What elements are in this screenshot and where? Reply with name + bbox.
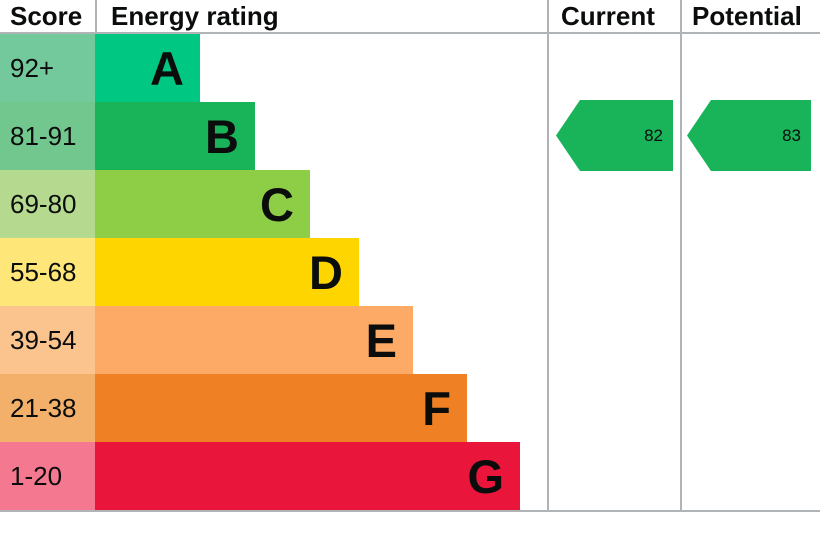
header-score: Score bbox=[10, 0, 83, 31]
potential-rating-arrow: 83 bbox=[687, 100, 811, 171]
current-column-divider bbox=[547, 0, 549, 512]
current-rating-arrow: 82 bbox=[556, 100, 673, 171]
score-range-e: 39-54 bbox=[0, 306, 95, 374]
band-row-g: 1-20 G bbox=[0, 442, 547, 510]
band-letter-d: D bbox=[309, 245, 343, 299]
band-bar-e: E bbox=[95, 306, 413, 374]
band-bar-d: D bbox=[95, 238, 359, 306]
header-current: Current bbox=[561, 0, 655, 31]
score-range-d: 55-68 bbox=[0, 238, 95, 306]
band-letter-f: F bbox=[422, 381, 451, 435]
score-column-divider bbox=[95, 0, 97, 32]
band-bar-b: B bbox=[95, 102, 255, 170]
band-bar-f: F bbox=[95, 374, 467, 442]
header-potential: Potential bbox=[692, 0, 802, 31]
band-rows: 92+ A 81-91 B 69-80 C 55-68 D 39-54 E 21-38 F 1-20 G bbox=[0, 34, 547, 510]
band-letter-a: A bbox=[150, 41, 184, 95]
score-range-a: 92+ bbox=[0, 34, 95, 102]
potential-rating-value: 83 bbox=[782, 125, 801, 145]
band-row-d: 55-68 D bbox=[0, 238, 547, 306]
chart-bottom-border bbox=[0, 510, 820, 512]
potential-column-divider bbox=[680, 0, 682, 512]
band-row-e: 39-54 E bbox=[0, 306, 547, 374]
band-letter-e: E bbox=[365, 313, 397, 367]
score-range-f: 21-38 bbox=[0, 374, 95, 442]
score-range-b: 81-91 bbox=[0, 102, 95, 170]
header-bottom-border bbox=[0, 32, 820, 34]
header-energy-rating: Energy rating bbox=[111, 0, 279, 31]
band-row-a: 92+ A bbox=[0, 34, 547, 102]
score-range-g: 1-20 bbox=[0, 442, 95, 510]
current-rating-value: 82 bbox=[644, 125, 663, 145]
band-letter-c: C bbox=[260, 177, 294, 231]
band-letter-g: G bbox=[467, 449, 504, 503]
band-bar-a: A bbox=[95, 34, 200, 102]
band-bar-c: C bbox=[95, 170, 310, 238]
band-row-b: 81-91 B bbox=[0, 102, 547, 170]
band-row-f: 21-38 F bbox=[0, 374, 547, 442]
band-row-c: 69-80 C bbox=[0, 170, 547, 238]
score-range-c: 69-80 bbox=[0, 170, 95, 238]
band-bar-g: G bbox=[95, 442, 520, 510]
band-letter-b: B bbox=[205, 109, 239, 163]
